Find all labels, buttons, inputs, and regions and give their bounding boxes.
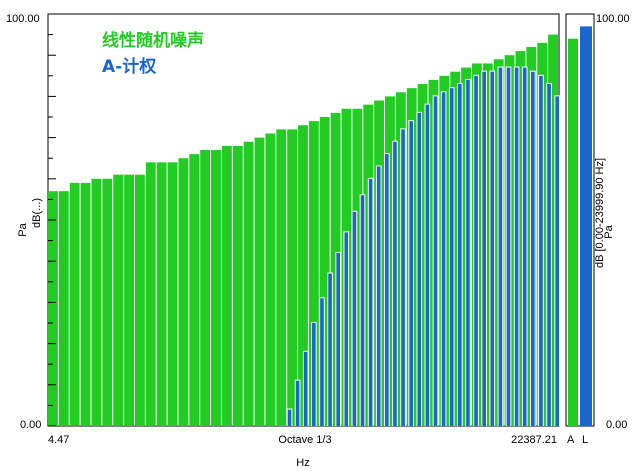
linear-noise-bar	[211, 149, 221, 426]
a-weighting-bar	[506, 67, 511, 426]
side-y-unit-db: dB [0.00-23999.90 Hz]	[594, 158, 606, 268]
y-unit-db: dB(...)	[31, 198, 43, 228]
a-weighting-bar	[514, 67, 519, 426]
a-weighting-bar	[401, 129, 405, 427]
side-y-unit-pa: Pa	[603, 224, 615, 238]
a-weighting-bar	[328, 273, 332, 426]
side-x-label-a: A	[567, 434, 575, 446]
linear-noise-bar	[178, 158, 189, 426]
linear-noise-bar	[515, 51, 526, 426]
side-y-top-label: 100.00	[596, 13, 630, 25]
a-weighting-bar	[393, 141, 397, 426]
linear-noise-bar	[102, 178, 113, 426]
linear-noise-bar	[276, 129, 287, 427]
a-weighting-bar	[385, 154, 389, 426]
a-weighting-bar	[312, 323, 316, 426]
linear-noise-bar	[80, 182, 91, 426]
linear-noise-bar	[232, 145, 243, 426]
linear-noise-bar	[167, 162, 178, 426]
a-weighting-bar	[352, 211, 357, 426]
linear-noise-bar	[145, 162, 156, 426]
x-left-label: 4.47	[48, 434, 69, 446]
a-weighting-bar	[320, 298, 324, 426]
side-bar-a-weighted	[568, 38, 578, 426]
a-weighting-bar	[303, 351, 308, 426]
x-right-label: 22387.21	[511, 434, 557, 446]
linear-noise-bar	[124, 174, 134, 426]
a-weighting-bar	[368, 178, 373, 426]
linear-noise-bar	[200, 149, 211, 426]
a-weighting-bar	[449, 88, 454, 426]
a-weighting-bar	[555, 96, 559, 427]
a-weighting-bar	[344, 232, 349, 426]
bars-layer	[48, 34, 560, 427]
y-unit-pa: Pa	[17, 222, 29, 236]
linear-noise-bar	[385, 96, 395, 427]
a-weighting-bar	[458, 84, 462, 426]
a-weighting-bar	[360, 195, 365, 426]
a-weighting-bar	[474, 75, 478, 427]
a-weighting-bar	[547, 84, 551, 426]
a-weighting-bar	[336, 252, 340, 426]
linear-noise-bar	[58, 191, 69, 426]
linear-noise-bar	[548, 34, 558, 426]
linear-noise-bar	[91, 178, 102, 426]
linear-noise-bar	[48, 191, 58, 426]
legend-linear-noise: 线性随机噪声	[102, 30, 204, 51]
x-center-label: Octave 1/3	[278, 434, 331, 446]
x-axis-title: Hz	[296, 457, 309, 469]
a-weighting-bar	[417, 112, 422, 426]
linear-noise-bar	[69, 182, 80, 426]
y-bottom-label: 0.00	[20, 419, 41, 431]
a-weighting-bar	[490, 71, 495, 427]
linear-noise-bar	[352, 108, 363, 426]
linear-noise-bar	[319, 117, 330, 426]
linear-noise-bar	[482, 63, 493, 426]
linear-noise-bar	[134, 174, 145, 426]
legend-a-weighting: A-计权	[102, 56, 157, 77]
y-top-label: 100.00	[6, 13, 40, 25]
linear-noise-bar	[287, 129, 298, 427]
linear-noise-bar	[113, 174, 124, 426]
a-weighting-bar	[425, 104, 430, 426]
a-weighting-bar	[482, 71, 486, 427]
a-weighting-bar	[539, 75, 543, 427]
a-weighting-bar	[441, 92, 446, 426]
a-weighting-bar	[433, 96, 438, 427]
linear-noise-bar	[243, 141, 254, 426]
linear-noise-bar	[156, 162, 167, 426]
linear-noise-bar	[298, 125, 308, 427]
linear-noise-bar	[450, 71, 461, 427]
side-bar-linear	[580, 26, 592, 427]
side-y-bottom-label: 0.00	[606, 419, 627, 431]
side-x-label-l: L	[582, 434, 588, 446]
linear-noise-bar	[254, 137, 265, 426]
a-weighting-bar	[409, 121, 413, 427]
a-weighting-bar	[498, 67, 503, 426]
a-weighting-bar	[376, 166, 381, 426]
linear-noise-bar	[265, 133, 276, 427]
a-weighting-bar	[531, 71, 535, 427]
linear-noise-bar	[308, 121, 319, 427]
linear-noise-bar	[189, 154, 200, 426]
a-weighting-bar	[295, 380, 300, 426]
linear-noise-bar	[417, 84, 428, 426]
a-weighting-bar	[287, 409, 292, 426]
linear-noise-bar	[221, 145, 232, 426]
a-weighting-bar	[466, 79, 470, 427]
a-weighting-bar	[522, 67, 527, 426]
